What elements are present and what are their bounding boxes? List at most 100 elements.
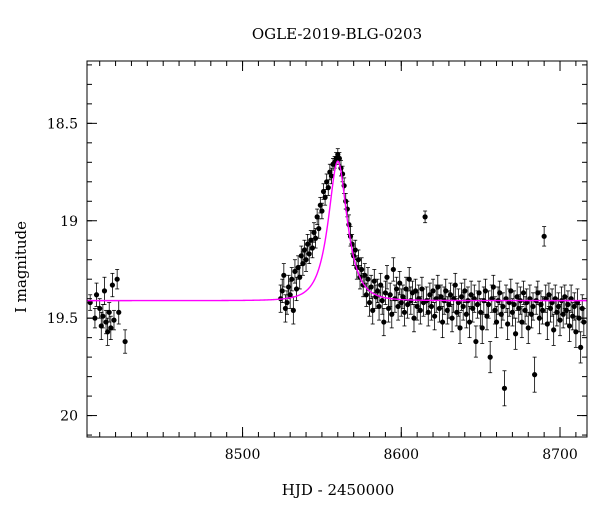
data-point: [414, 303, 420, 310]
data-point: [473, 338, 479, 345]
data-point: [428, 303, 435, 310]
data-point: [371, 278, 377, 284]
data-point: [470, 305, 476, 312]
data-point: [324, 179, 330, 185]
plot-frame: [86, 60, 588, 438]
data-point: [538, 301, 544, 308]
data-point: [541, 233, 547, 239]
data-point: [100, 313, 106, 319]
data-point: [566, 323, 573, 329]
data-point: [398, 299, 404, 306]
data-point: [320, 188, 327, 195]
data-point: [551, 327, 557, 333]
data-point: [519, 319, 525, 325]
data-point: [370, 307, 376, 313]
data-point: [303, 257, 309, 263]
data-point: [463, 311, 469, 317]
data-point: [579, 305, 585, 312]
data-point: [576, 315, 582, 321]
data-point: [536, 315, 542, 321]
y-tick-labels: 18.5 19 19.5 20: [47, 116, 78, 424]
x-tick-label: 8700: [542, 447, 578, 463]
data-point: [438, 294, 444, 300]
data-point: [478, 309, 484, 315]
data-point: [319, 208, 325, 214]
data-point: [581, 319, 587, 325]
data-point: [573, 329, 579, 335]
data-point: [508, 288, 514, 294]
data-point: [366, 299, 373, 306]
data-point: [384, 274, 390, 280]
data-point: [501, 385, 508, 391]
data-point: [430, 288, 436, 294]
y-tick-label: 19: [60, 214, 78, 230]
data-point: [427, 292, 433, 298]
data-point: [109, 282, 115, 288]
data-point: [403, 286, 409, 292]
data-point: [352, 247, 358, 253]
data-point: [292, 268, 298, 275]
data-point: [298, 253, 304, 259]
data-point: [530, 303, 536, 310]
data-point: [306, 251, 312, 257]
data-point: [547, 305, 554, 312]
data-point: [106, 309, 112, 315]
data-point: [328, 173, 335, 179]
minor-ticks: [87, 61, 587, 437]
data-point: [103, 319, 109, 325]
data-point: [512, 331, 519, 337]
data-point: [482, 288, 489, 294]
data-point: [565, 301, 571, 308]
y-tick-label: 19.5: [47, 311, 78, 327]
data-point: [355, 257, 362, 263]
x-axis-label: HJD - 2450000: [282, 481, 395, 499]
data-point: [455, 299, 462, 306]
data-point: [387, 292, 393, 298]
data-point: [435, 284, 441, 290]
data-point: [378, 282, 384, 288]
data-point: [379, 298, 385, 304]
data-point: [443, 288, 449, 294]
data-point: [522, 307, 528, 313]
data-point: [116, 309, 122, 315]
data-point: [297, 274, 303, 280]
data-point: [93, 292, 100, 298]
data-point: [439, 319, 446, 325]
data-point: [487, 354, 493, 360]
data-point: [325, 185, 331, 191]
y-tick-label: 20: [60, 409, 78, 425]
data-point: [101, 288, 108, 294]
data-point: [289, 276, 295, 282]
data-point: [300, 261, 306, 267]
data-point: [479, 325, 485, 331]
data-point: [381, 319, 387, 325]
x-tick-label: 8500: [225, 447, 261, 463]
data-point: [555, 303, 562, 310]
data-point: [287, 292, 293, 298]
data-point: [281, 272, 287, 278]
data-point: [98, 323, 104, 329]
data-point: [395, 303, 401, 310]
data-point: [362, 272, 368, 278]
data-point: [279, 288, 285, 294]
data-point: [114, 276, 120, 282]
data-point: [335, 151, 341, 158]
data-point: [460, 303, 466, 310]
data-point: [405, 301, 411, 308]
data-point: [446, 301, 452, 308]
data-point: [97, 305, 103, 312]
data-point: [498, 311, 504, 317]
data-point: [312, 235, 319, 241]
x-tick-labels: 8500 8600 8700: [225, 447, 578, 463]
data-point: [444, 307, 450, 313]
data-point: [497, 290, 503, 296]
data-point: [284, 299, 290, 306]
chart-title: OGLE-2019-BLG-0203: [252, 25, 422, 43]
data-point: [544, 321, 550, 327]
data-point: [546, 292, 552, 298]
data-point: [528, 311, 535, 317]
data-point: [317, 202, 323, 208]
data-point: [449, 315, 455, 321]
data-point: [511, 301, 517, 308]
